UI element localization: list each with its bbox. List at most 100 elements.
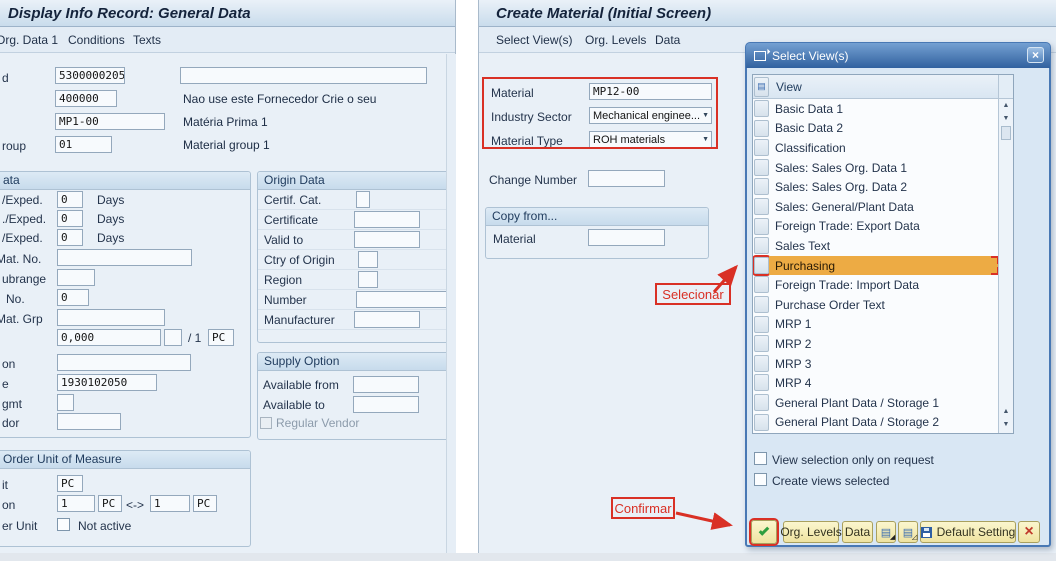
- view-row-selector[interactable]: [754, 295, 769, 313]
- conversion-value1-field[interactable]: 1: [57, 495, 95, 512]
- view-row-fill[interactable]: General Plant Data / Storage 1: [769, 393, 998, 413]
- material-type-dropdown[interactable]: ROH materials ▼: [589, 131, 712, 148]
- view-row-fill[interactable]: Purchase Order Text: [769, 295, 998, 315]
- view-row-fill[interactable]: MRP 2: [769, 334, 998, 354]
- reason-field[interactable]: [57, 354, 191, 371]
- scroll-down-icon[interactable]: ▼: [1002, 421, 1010, 428]
- view-row-selector[interactable]: [754, 100, 769, 117]
- industry-sector-dropdown[interactable]: Mechanical enginee... ▼: [589, 107, 712, 124]
- view-row[interactable]: MRP 3: [753, 354, 998, 374]
- view-row-fill[interactable]: Sales: Sales Org. Data 1: [769, 158, 998, 178]
- material-input[interactable]: MP12-00: [589, 83, 712, 100]
- toolbar-item-org-levels[interactable]: Org. Levels: [585, 33, 647, 47]
- origin-row-field[interactable]: [358, 251, 378, 268]
- qty-aux-field[interactable]: [164, 329, 182, 346]
- var-order-unit-checkbox[interactable]: [57, 518, 70, 531]
- unit-field[interactable]: PC: [57, 475, 83, 492]
- view-row-selector[interactable]: [754, 158, 769, 176]
- no-field[interactable]: 0: [57, 289, 89, 306]
- view-row-fill[interactable]: MRP 1: [769, 315, 998, 335]
- mat-no-field[interactable]: [57, 249, 192, 266]
- view-row[interactable]: MRP 2: [753, 334, 998, 354]
- org-levels-button[interactable]: Org. Levels: [780, 521, 842, 543]
- available-from-field[interactable]: [353, 376, 419, 393]
- toolbar-item-org-data-1[interactable]: Org. Data 1: [0, 33, 59, 47]
- view-row[interactable]: Sales Text: [753, 236, 998, 256]
- view-row-selector[interactable]: [754, 413, 769, 431]
- create-views-selected-checkbox[interactable]: [754, 473, 767, 486]
- exped1-field[interactable]: 0: [57, 191, 83, 208]
- available-to-field[interactable]: [353, 396, 419, 413]
- view-row[interactable]: Classification: [753, 138, 998, 158]
- view-row-selector[interactable]: [754, 315, 769, 333]
- conversion-unit2-field[interactable]: PC: [193, 495, 217, 512]
- info-record-text-field[interactable]: [180, 67, 427, 84]
- exped2-field[interactable]: 0: [57, 210, 83, 227]
- default-setting-button[interactable]: Default Setting: [920, 521, 1016, 543]
- toolbar-item-data[interactable]: Data: [655, 33, 681, 47]
- dialog-titlebar[interactable]: Select View(s) ×: [746, 43, 1050, 68]
- info-record-field[interactable]: 5300000205: [55, 67, 125, 84]
- view-row-selector[interactable]: [754, 256, 769, 274]
- copy-from-material-input[interactable]: [588, 229, 665, 246]
- close-icon[interactable]: ×: [1027, 47, 1044, 63]
- view-row[interactable]: MRP 4: [753, 373, 998, 393]
- views-scrollbar[interactable]: ▲ ▼ ▲ ▼: [998, 75, 1013, 433]
- select-column-icon[interactable]: ▤: [754, 76, 769, 97]
- toolbar-item-select-views[interactable]: Select View(s): [496, 33, 573, 47]
- view-row-selector[interactable]: [754, 178, 769, 196]
- view-row-selector[interactable]: [754, 119, 769, 137]
- view-row[interactable]: General Plant Data / Storage 1: [753, 393, 998, 413]
- scroll-up-icon[interactable]: ▲: [1002, 102, 1010, 109]
- select-all-views-button[interactable]: ▤ ◢: [876, 521, 896, 543]
- scrollbar-track[interactable]: [999, 141, 1013, 405]
- view-row-selector[interactable]: [754, 335, 769, 353]
- material-field[interactable]: MP1-00: [55, 113, 165, 130]
- sgmt-field[interactable]: [57, 394, 74, 411]
- view-row[interactable]: Purchase Order Text: [753, 295, 998, 315]
- view-row-fill[interactable]: MRP 4: [769, 373, 998, 393]
- view-row-selector[interactable]: [754, 276, 769, 294]
- toolbar-item-texts[interactable]: Texts: [133, 33, 162, 47]
- exped3-field[interactable]: 0: [57, 229, 83, 246]
- view-row[interactable]: Foreign Trade: Import Data: [753, 275, 998, 295]
- view-row[interactable]: Purchasing: [753, 255, 998, 276]
- vendor-field[interactable]: 400000: [55, 90, 117, 107]
- view-row-fill[interactable]: Sales Text: [769, 236, 998, 256]
- origin-row-field[interactable]: [356, 191, 370, 208]
- view-row-selector[interactable]: [754, 354, 769, 372]
- view-row-fill[interactable]: Basic Data 1: [769, 99, 998, 119]
- qty-field[interactable]: 0,000: [57, 329, 161, 346]
- origin-row-field[interactable]: [354, 211, 420, 228]
- view-row-selector[interactable]: [754, 139, 769, 157]
- qty-unit-field[interactable]: PC: [208, 329, 234, 346]
- subrange-field[interactable]: [57, 269, 95, 286]
- origin-row-field[interactable]: [354, 231, 420, 248]
- view-row-selector[interactable]: [754, 217, 769, 235]
- view-row-fill[interactable]: Foreign Trade: Export Data: [769, 217, 998, 237]
- toolbar-item-conditions[interactable]: Conditions: [68, 33, 125, 47]
- view-row[interactable]: Basic Data 1: [753, 99, 998, 119]
- vendor2-field[interactable]: [57, 413, 121, 430]
- view-selection-on-request-checkbox[interactable]: [754, 452, 767, 465]
- view-row-selector[interactable]: [754, 197, 769, 215]
- origin-row-field[interactable]: [354, 311, 420, 328]
- confirm-button[interactable]: [751, 520, 777, 544]
- view-row-fill[interactable]: Sales: Sales Org. Data 2: [769, 177, 998, 197]
- mat-grp-field[interactable]: [57, 309, 165, 326]
- view-row[interactable]: Basic Data 2: [753, 119, 998, 139]
- view-row-fill[interactable]: Basic Data 2: [769, 119, 998, 139]
- view-row-fill[interactable]: MRP 3: [769, 354, 998, 374]
- view-row-fill[interactable]: Foreign Trade: Import Data: [769, 275, 998, 295]
- left-window-scrollbar[interactable]: [446, 54, 456, 553]
- view-row-selector[interactable]: [754, 393, 769, 411]
- view-row[interactable]: MRP 1: [753, 315, 998, 335]
- conversion-value2-field[interactable]: 1: [150, 495, 190, 512]
- view-row-fill[interactable]: General Plant Data / Storage 2: [769, 413, 998, 433]
- view-row[interactable]: Foreign Trade: Export Data: [753, 217, 998, 237]
- view-row[interactable]: General Plant Data / Storage 2: [753, 413, 998, 433]
- scroll-up-icon[interactable]: ▲: [1002, 408, 1010, 415]
- conversion-unit1-field[interactable]: PC: [98, 495, 122, 512]
- view-row-selector[interactable]: [754, 374, 769, 392]
- view-row-fill[interactable]: Purchasing: [769, 255, 998, 276]
